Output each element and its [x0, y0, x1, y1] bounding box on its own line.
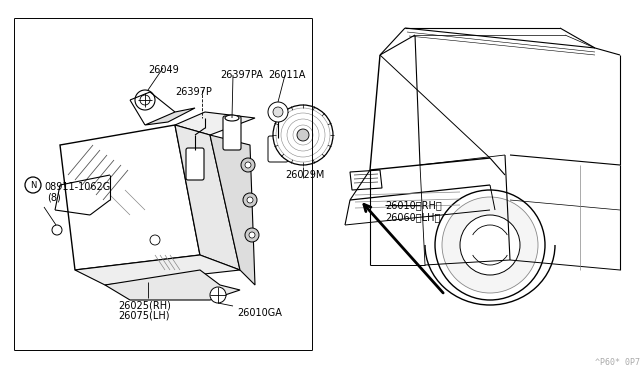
Text: 08911-1062G: 08911-1062G [44, 182, 110, 192]
Polygon shape [175, 125, 240, 270]
Text: N: N [30, 180, 36, 189]
FancyBboxPatch shape [186, 148, 204, 180]
Circle shape [150, 235, 160, 245]
Text: 26010〈RH〉: 26010〈RH〉 [385, 200, 442, 210]
Polygon shape [105, 270, 240, 300]
Circle shape [140, 95, 150, 105]
Circle shape [243, 193, 257, 207]
Text: 26025(RH): 26025(RH) [118, 300, 171, 310]
FancyBboxPatch shape [223, 116, 241, 150]
Circle shape [245, 228, 259, 242]
Circle shape [247, 197, 253, 203]
Circle shape [52, 225, 62, 235]
Circle shape [25, 177, 41, 193]
Circle shape [297, 129, 309, 141]
Polygon shape [175, 112, 255, 135]
Text: ^P60* 0P7P: ^P60* 0P7P [595, 358, 640, 367]
Circle shape [460, 215, 520, 275]
Text: 26049: 26049 [148, 65, 179, 75]
Polygon shape [210, 135, 255, 285]
Circle shape [241, 158, 255, 172]
Ellipse shape [225, 115, 239, 121]
Polygon shape [145, 108, 195, 125]
Polygon shape [75, 255, 240, 285]
Circle shape [245, 162, 251, 168]
Text: 26010GA: 26010GA [237, 308, 282, 318]
Text: 26397P: 26397P [175, 87, 212, 97]
Circle shape [210, 287, 226, 303]
Circle shape [442, 197, 538, 293]
Polygon shape [60, 125, 200, 270]
Polygon shape [350, 170, 382, 190]
Text: (8): (8) [47, 193, 61, 203]
Text: 26060〈LH〉: 26060〈LH〉 [385, 212, 440, 222]
Text: 26075(LH): 26075(LH) [118, 310, 170, 320]
Text: 26011A: 26011A [268, 70, 305, 80]
Circle shape [135, 90, 155, 110]
Circle shape [273, 105, 333, 165]
Text: 26029M: 26029M [285, 170, 324, 180]
Circle shape [273, 107, 283, 117]
Text: 26397PA: 26397PA [220, 70, 263, 80]
Circle shape [249, 232, 255, 238]
FancyBboxPatch shape [268, 136, 288, 162]
Circle shape [435, 190, 545, 300]
Circle shape [268, 102, 288, 122]
